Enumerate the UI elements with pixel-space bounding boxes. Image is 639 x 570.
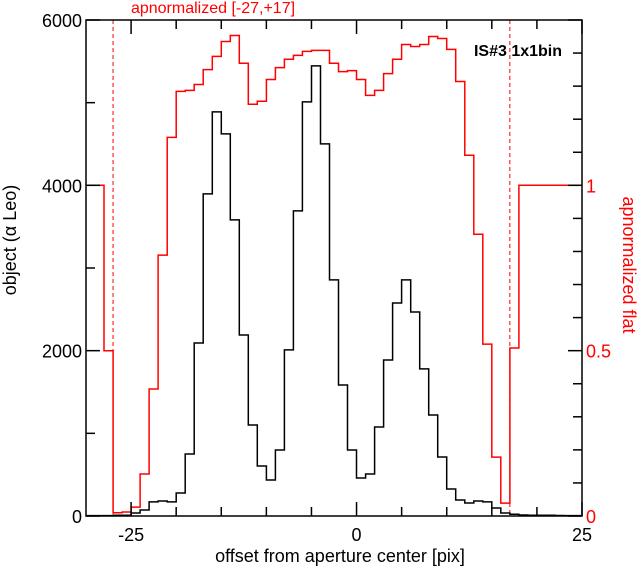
- x-tick-label: 25: [572, 525, 592, 545]
- y-tick-label-right: 0: [586, 507, 596, 527]
- y-tick-label-left: 0: [72, 507, 82, 527]
- y-tick-label-left: 2000: [42, 342, 82, 362]
- x-axis-label: offset from aperture center [pix]: [215, 546, 465, 566]
- y-tick-label-right: 0.5: [586, 342, 611, 362]
- x-tick-label: -25: [118, 525, 144, 545]
- plot-frame: [85, 19, 583, 517]
- x-tick-label: 0: [352, 525, 362, 545]
- object-series-line: [86, 65, 582, 517]
- y-tick-label-right: 1: [586, 176, 596, 196]
- flat-series-line: [86, 34, 582, 514]
- y-axis-label-right: apnormalized flat: [619, 196, 639, 333]
- axis-ticks: [86, 19, 583, 517]
- y-tick-label-left: 4000: [42, 176, 82, 196]
- chart-title: apnormalized [-27,+17]: [131, 0, 295, 17]
- y-tick-label-left: 6000: [42, 11, 82, 31]
- y-axis-label-left: object (α Leo): [0, 185, 20, 295]
- chart-annotation: IS#3 1x1bin: [474, 43, 562, 60]
